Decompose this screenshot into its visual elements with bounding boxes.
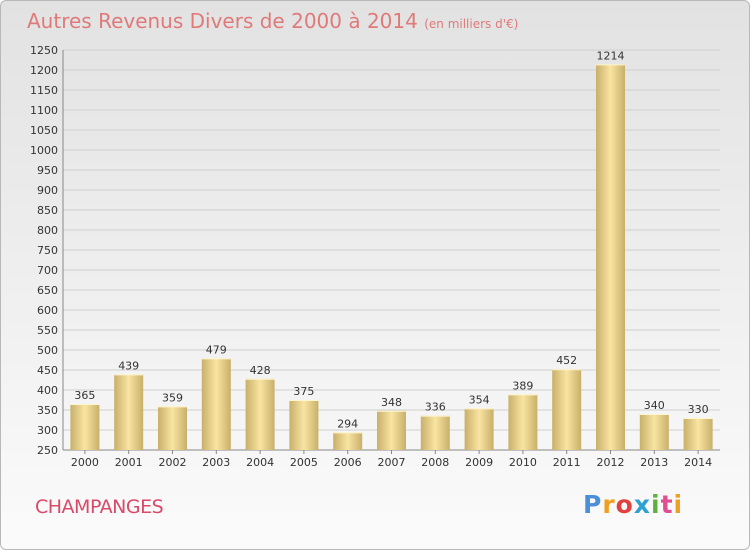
data-label: 294 [337,417,358,430]
logo-letter: o [615,490,634,519]
axes: 250 300 350 400 450 500 550 600 650 700 750 800 850 9… [30,44,720,469]
bar [289,400,319,450]
bar [639,414,669,450]
bar [683,418,713,450]
data-label: 359 [162,391,183,404]
y-tick-label: 750 [37,244,58,257]
x-tick-label: 2006 [334,456,362,469]
x-tick-label: 2013 [640,456,668,469]
y-tick-label: 650 [37,284,58,297]
x-tick-label: 2010 [509,456,537,469]
bar [114,374,144,450]
chart-title: Autres Revenus Divers de 2000 à 2014 (en… [27,9,518,33]
bar [158,406,187,450]
x-tick-label: 2009 [465,456,493,469]
logo-letter: r [602,490,616,519]
chart-title-text: Autres Revenus Divers de 2000 à 2014 [27,9,418,33]
data-label: 348 [381,396,402,409]
x-tick-label: 2001 [115,456,143,469]
y-tick-label: 850 [37,204,58,217]
proxiti-logo: Proxiti [583,490,683,519]
x-tick-label: 2004 [246,456,274,469]
data-label: 389 [512,379,533,392]
x-tick-label: 2011 [553,456,581,469]
x-tick-label: 2008 [421,456,449,469]
commune-name: CHAMPANGES [35,496,164,518]
data-label: 340 [644,399,665,412]
data-label: 439 [118,359,139,372]
bar [333,432,363,450]
bar [70,404,100,450]
bar [245,378,275,450]
x-tick-label: 2012 [597,456,625,469]
x-tick-label: 2014 [684,456,712,469]
y-tick-label: 900 [37,184,58,197]
data-label: 336 [425,401,446,414]
data-label: 330 [688,403,709,416]
logo-letter: x [633,490,651,519]
data-label: 1214 [597,49,625,62]
y-tick-label: 250 [37,444,58,457]
data-label: 354 [469,393,490,406]
bar [508,394,538,450]
y-tick-label: 600 [37,304,58,317]
y-tick-label: 950 [37,164,58,177]
x-tick-label: 2000 [71,456,99,469]
y-tick-label: 700 [37,264,58,277]
logo-letter: t [660,490,674,519]
y-tick-label: 500 [37,344,58,357]
y-tick-label: 1150 [30,84,58,97]
y-tick-label: 800 [37,224,58,237]
x-tick-label: 2003 [202,456,230,469]
bars [70,64,713,451]
data-label: 479 [206,343,227,356]
y-tick-label: 400 [37,384,58,397]
labels: 365 439 359 479 428 375 294 348 336 354 389 452 1214… [74,49,708,430]
bar [377,410,406,450]
y-tick-label: 300 [37,424,58,437]
y-tick-label: 350 [37,404,58,417]
y-tick-label: 1200 [30,64,58,77]
y-tick-label: 450 [37,364,58,377]
y-tick-label: 550 [37,324,58,337]
data-label: 428 [250,364,271,377]
bar [552,369,582,450]
data-label: 452 [556,354,577,367]
chart-subtitle: (en milliers d'€) [424,17,519,31]
x-tick-label: 2002 [159,456,187,469]
bar [596,64,625,451]
x-tick-label: 2005 [290,456,318,469]
data-label: 375 [293,385,314,398]
bar [464,408,494,450]
x-tick-label: 2007 [378,456,406,469]
logo-letter: i [651,490,661,519]
bar [201,358,231,450]
y-tick-label: 1100 [30,104,58,117]
y-tick-label: 1000 [30,144,58,157]
bar [420,415,450,450]
y-tick-label: 1050 [30,124,58,137]
logo-letter: i [673,490,684,519]
logo-letter: P [583,490,603,519]
y-tick-label: 1250 [30,44,58,57]
data-label: 365 [74,389,95,402]
